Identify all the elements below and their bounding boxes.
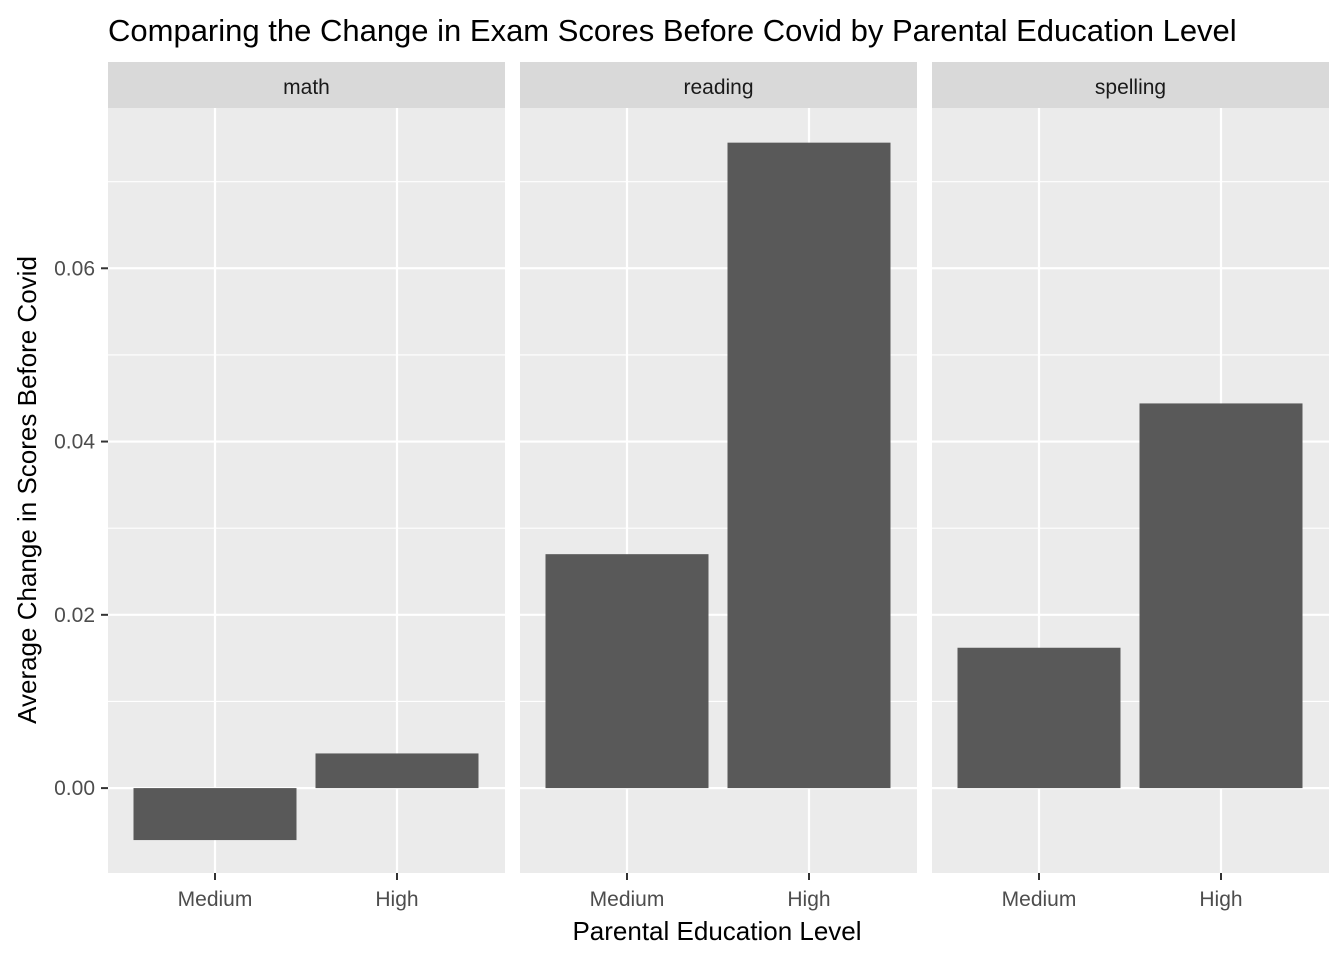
facet-panel-spelling: spelling Medium High	[932, 62, 1329, 911]
y-tick-label: 0.00	[54, 777, 95, 800]
bar-math-medium	[133, 788, 297, 841]
bar-reading-medium	[545, 554, 709, 789]
facet-panel-math: math Medium High	[108, 62, 505, 911]
x-tick-label: Medium	[178, 888, 253, 911]
bar-math-high	[315, 753, 479, 789]
x-tick-label: Medium	[590, 888, 665, 911]
facet-label: spelling	[1095, 76, 1166, 99]
panel-background	[108, 108, 505, 873]
y-tick-label: 0.06	[54, 257, 95, 280]
x-tick-label: High	[787, 888, 830, 911]
x-axis-title: Parental Education Level	[572, 916, 861, 946]
facet-strip	[520, 62, 917, 108]
facet-panels: math Medium High reading Medium High spelling M…	[108, 62, 1329, 911]
y-axis: 0.00 0.02 0.04 0.06	[54, 257, 108, 800]
bar-reading-high	[727, 142, 891, 789]
y-axis-title: Average Change in Scores Before Covid	[12, 256, 42, 724]
x-tick-label: Medium	[1002, 888, 1077, 911]
y-tick-label: 0.04	[54, 431, 95, 454]
bar-spelling-medium	[957, 647, 1121, 789]
y-tick-label: 0.02	[54, 604, 95, 627]
facet-label: reading	[683, 76, 753, 99]
facet-strip	[932, 62, 1329, 108]
facet-strip	[108, 62, 505, 108]
x-tick-label: High	[1199, 888, 1242, 911]
chart-title: Comparing the Change in Exam Scores Befo…	[108, 13, 1237, 48]
facet-label: math	[283, 76, 330, 99]
x-tick-label: High	[375, 888, 418, 911]
bar-spelling-high	[1139, 403, 1303, 789]
facet-panel-reading: reading Medium High	[520, 62, 917, 911]
